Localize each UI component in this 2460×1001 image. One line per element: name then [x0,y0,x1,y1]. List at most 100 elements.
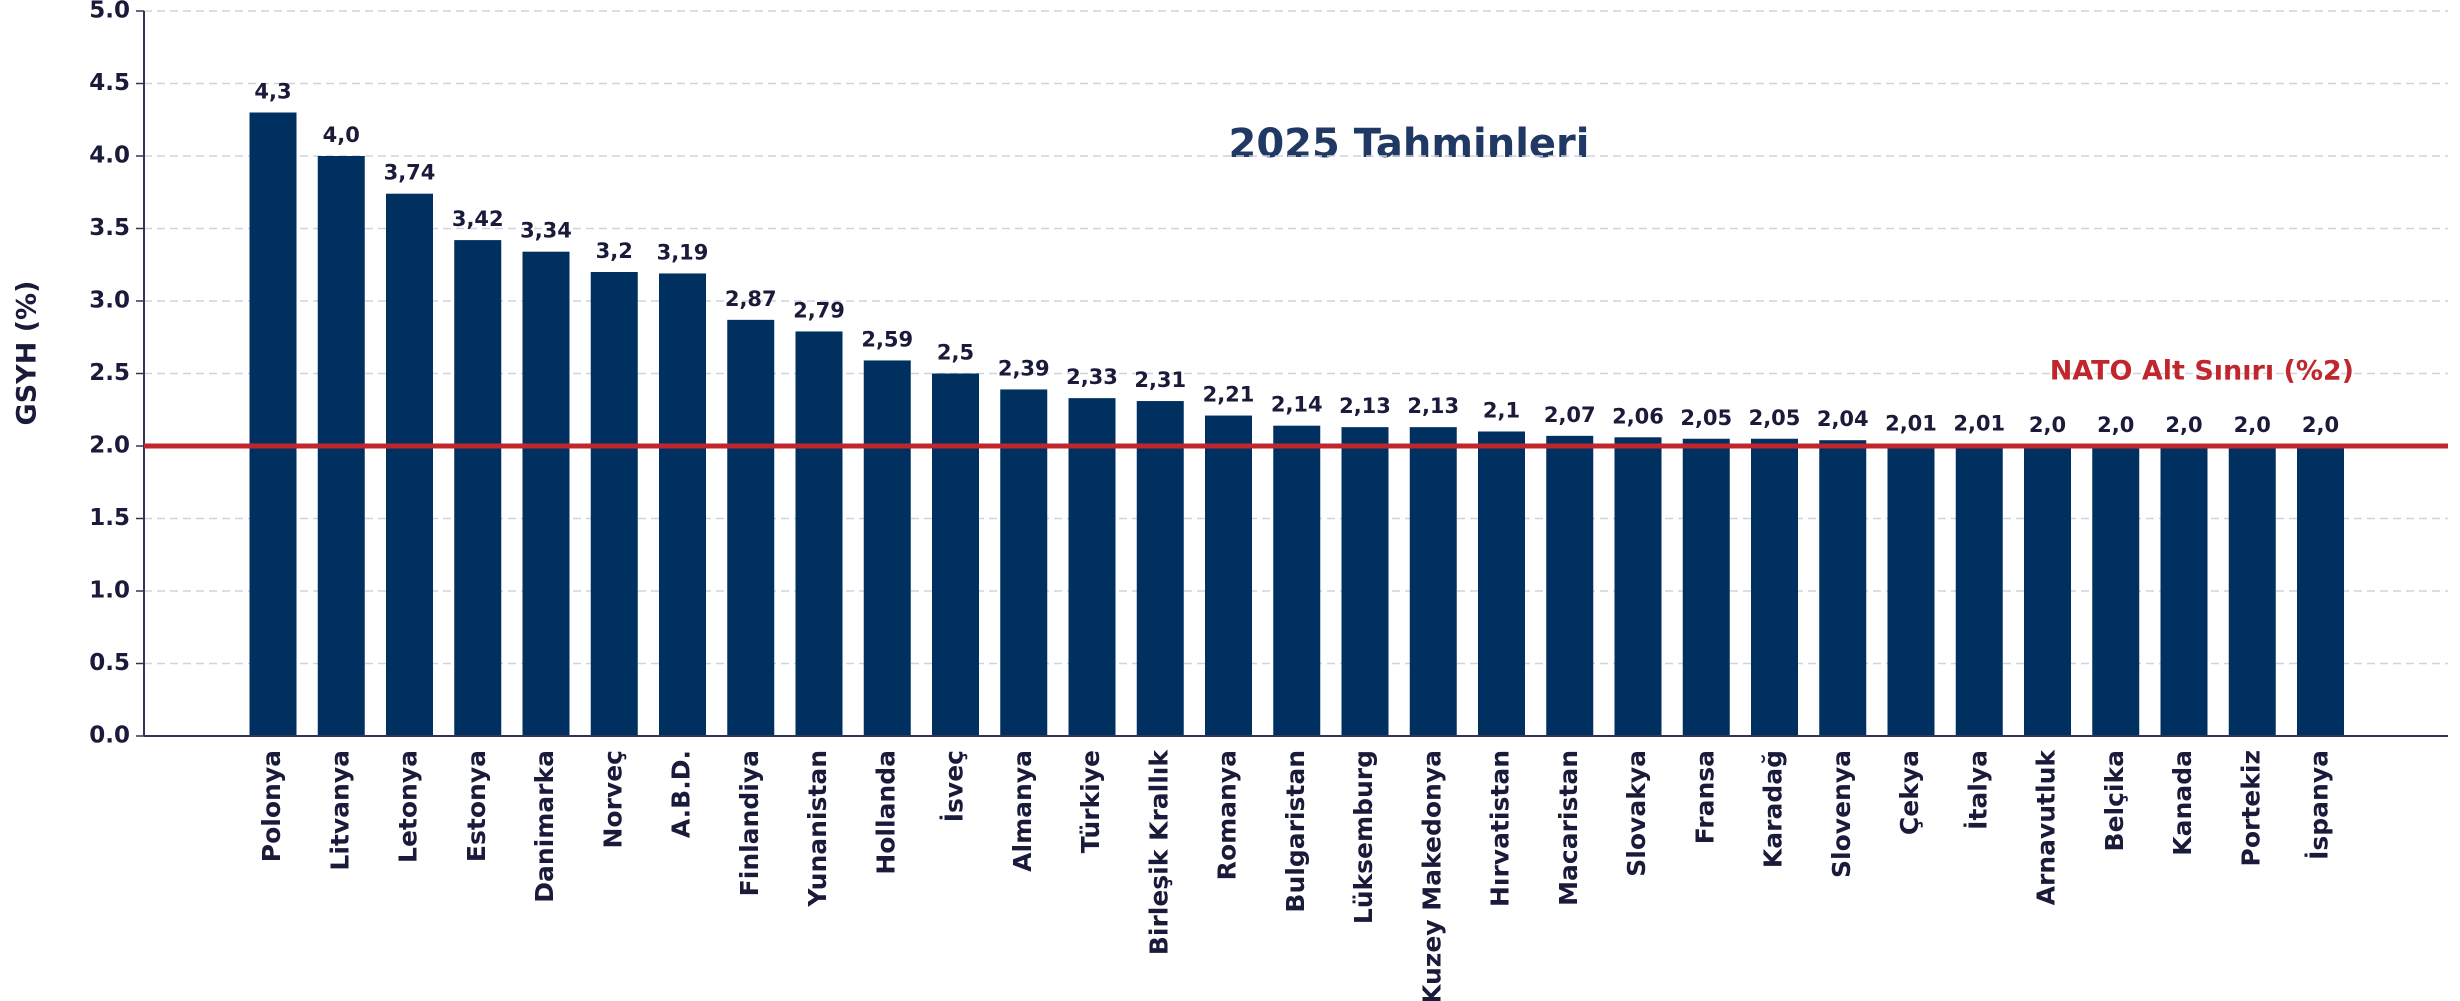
x-tick-label: Litvanya [325,750,354,871]
bar [2228,446,2276,736]
y-tick-label: 3.0 [89,288,130,314]
x-tick-label: Kanada [2168,750,2197,856]
value-label: 2,05 [1749,406,1801,430]
bar [522,251,570,736]
x-tick-label: Belçika [2100,750,2129,851]
value-label: 2,05 [1680,406,1732,430]
bar [1819,440,1867,736]
x-tick-label: Slovenya [1827,750,1856,878]
value-label: 2,5 [937,341,974,365]
value-label: 2,07 [1544,403,1596,427]
bar [1887,444,1935,736]
value-label: 2,21 [1203,383,1255,407]
x-tick-label: Birleşik Krallık [1144,749,1173,956]
value-label: 2,0 [2234,413,2271,437]
bar [2297,446,2344,736]
bar [659,273,706,736]
value-label: 2,87 [725,287,777,311]
value-label: 2,13 [1407,394,1459,418]
x-tick-label: Macaristan [1554,750,1583,906]
value-label: 2,04 [1817,407,1869,431]
y-tick-label: 0.5 [89,650,130,676]
y-tick-label: 2.5 [89,360,130,386]
bar [795,331,843,736]
x-tick-label: Bulgaristan [1281,750,1310,913]
y-tick-label: 4.5 [89,70,130,96]
value-label: 2,0 [2029,413,2066,437]
value-label: 2,0 [2165,413,2202,437]
x-tick-label: Hollanda [871,750,900,875]
chart-title: 2025 Tahminleri [1229,121,1590,167]
y-tick-label: 5.0 [89,0,130,24]
x-tick-label: Yunanistan [803,750,832,908]
value-label: 4,3 [254,80,291,104]
value-label: 2,13 [1339,394,1391,418]
value-label: 3,42 [452,207,504,231]
value-label: 3,2 [596,239,633,263]
bar [863,360,911,736]
y-tick-label: 1.0 [89,578,130,604]
bar [727,319,775,736]
x-tick-label: Türkiye [1076,750,1105,853]
x-tick-label: Letonya [394,750,423,863]
value-label: 2,06 [1612,404,1664,428]
y-tick-label: 4.0 [89,143,130,169]
bar [1000,389,1048,736]
y-tick-label: 0.0 [89,723,130,749]
value-label: 3,34 [520,219,572,243]
bar [2024,446,2071,736]
x-tick-label: Fransa [1690,750,1719,844]
value-label: 2,39 [998,356,1050,380]
value-label: 2,1 [1483,399,1520,423]
value-label: 2,33 [1066,365,1118,389]
bar [1205,415,1252,736]
reference-label: NATO Alt Sınırı (%2) [2050,356,2354,387]
bar [1751,438,1798,736]
x-tick-label: Karadağ [1759,750,1788,868]
bar [249,112,297,736]
x-tick-label: İspanya [2304,750,2334,860]
bar [1614,437,1662,736]
y-tick-label: 3.5 [89,215,130,241]
y-tick-label: 1.5 [89,505,130,531]
bar [2160,446,2208,736]
value-label: 2,01 [1953,412,2005,436]
x-tick-label: Çekya [1895,750,1924,835]
x-tick-label: Danimarka [530,750,559,903]
x-tick-label: Lüksemburg [1349,750,1378,924]
value-label: 2,01 [1885,412,1937,436]
bar [2092,446,2140,736]
x-tick-label: Romanya [1213,750,1242,880]
x-tick-label: Estonya [462,750,491,862]
x-tick-label: İtalya [1962,750,1992,830]
value-label: 2,0 [2302,413,2339,437]
y-tick-label: 2.0 [89,433,130,459]
bar [1546,435,1594,736]
value-label: 3,19 [657,240,709,264]
bar [932,373,979,736]
bar [1341,427,1389,736]
x-tick-label: Portekiz [2236,750,2265,866]
bar [1409,427,1457,736]
value-label: 2,14 [1271,393,1323,417]
bar [1068,398,1116,736]
x-tick-label: Almanya [1008,750,1037,872]
value-label: 2,59 [861,327,913,351]
value-label: 4,0 [323,123,360,147]
x-tick-label: Finlandiya [735,750,764,896]
value-label: 3,74 [384,161,436,185]
bar [590,272,638,736]
x-tick-label: Norveç [598,750,627,849]
bar [1136,401,1184,736]
bar [386,193,433,736]
x-tick-label: Polonya [257,750,286,862]
bar [1478,431,1525,736]
x-tick-label: İsveç [939,750,969,822]
x-tick-label: Slovakya [1622,750,1651,877]
y-axis-label: GSYH (%) [12,281,43,426]
value-label: 2,79 [793,298,845,322]
x-tick-label: Arnavutluk [2032,749,2061,906]
x-tick-label: Kuzey Makedonya [1417,750,1446,1001]
value-label: 2,31 [1134,368,1186,392]
